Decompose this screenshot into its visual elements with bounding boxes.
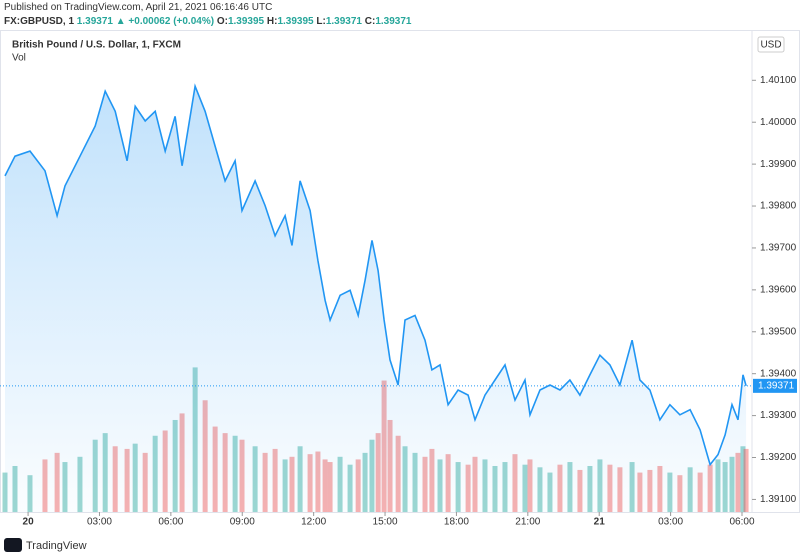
x-tick-label: 15:00 bbox=[373, 517, 398, 528]
last: 1.39371 bbox=[76, 16, 113, 27]
y-tick-label: 1.39900 bbox=[760, 159, 797, 170]
x-tick-label: 06:00 bbox=[729, 517, 754, 528]
currency-button[interactable] bbox=[757, 36, 785, 53]
y-tick-label: 1.39200 bbox=[760, 452, 797, 463]
published-note: Published on TradingView.com, April 21, … bbox=[4, 2, 273, 13]
volume-label: Vol bbox=[12, 53, 26, 64]
l: 1.39371 bbox=[325, 16, 362, 27]
arrow: ▲ bbox=[115, 16, 126, 27]
x-tick-label: 03:00 bbox=[87, 517, 112, 528]
ohlc-bar: FX:GBPUSD, 1 1.39371 ▲ +0.00062 (+0.04%)… bbox=[4, 16, 411, 27]
x-tick-label: 20 bbox=[23, 517, 35, 528]
x-tick-label: 12:00 bbox=[301, 517, 326, 528]
line bbox=[4, 83, 747, 467]
x-tick-label: 03:00 bbox=[658, 517, 683, 528]
c-label: C: bbox=[364, 16, 376, 27]
chart-title: British Pound / U.S. Dollar, 1, FXCM bbox=[12, 40, 181, 51]
y-tick-label: 1.39800 bbox=[760, 201, 797, 212]
h: 1.39395 bbox=[277, 16, 314, 27]
o-label: O: bbox=[216, 16, 228, 27]
y-tick-label: 1.40100 bbox=[760, 75, 797, 86]
change: +0.00062 (+0.04%) bbox=[128, 16, 215, 27]
chart: British Pound / U.S. Dollar, 1, FXCM Vol… bbox=[0, 30, 800, 552]
y-tick-label: 1.39100 bbox=[760, 494, 797, 505]
y-tick-label: 1.39700 bbox=[760, 243, 797, 254]
x-tick-label: 21:00 bbox=[515, 517, 540, 528]
currency: USD bbox=[760, 40, 781, 51]
o: 1.39395 bbox=[227, 16, 265, 27]
x-tick-label: 06:00 bbox=[158, 517, 183, 528]
x-tick-label: 21 bbox=[594, 517, 606, 528]
x-tick-label: 18:00 bbox=[444, 517, 469, 528]
brand: TradingView bbox=[26, 540, 87, 552]
y-tick-label: 1.39400 bbox=[760, 368, 797, 379]
y-tick-label: 1.39500 bbox=[760, 326, 797, 337]
h-label: H: bbox=[266, 16, 278, 27]
l-label: L: bbox=[316, 16, 326, 27]
symbol: FX:GBPUSD, 1 bbox=[4, 16, 75, 27]
last-price-label: 1.39371 bbox=[758, 380, 795, 391]
y-tick-label: 1.39600 bbox=[760, 285, 797, 296]
y-tick-label: 1.39300 bbox=[760, 410, 797, 421]
x-tick-label: 09:00 bbox=[230, 517, 255, 528]
c: 1.39371 bbox=[375, 16, 412, 27]
logo: TradingView bbox=[4, 538, 87, 552]
area bbox=[4, 86, 747, 512]
y-tick-label: 1.40000 bbox=[760, 117, 797, 128]
last-price-box bbox=[753, 378, 797, 393]
volume-bar bbox=[2, 472, 8, 512]
